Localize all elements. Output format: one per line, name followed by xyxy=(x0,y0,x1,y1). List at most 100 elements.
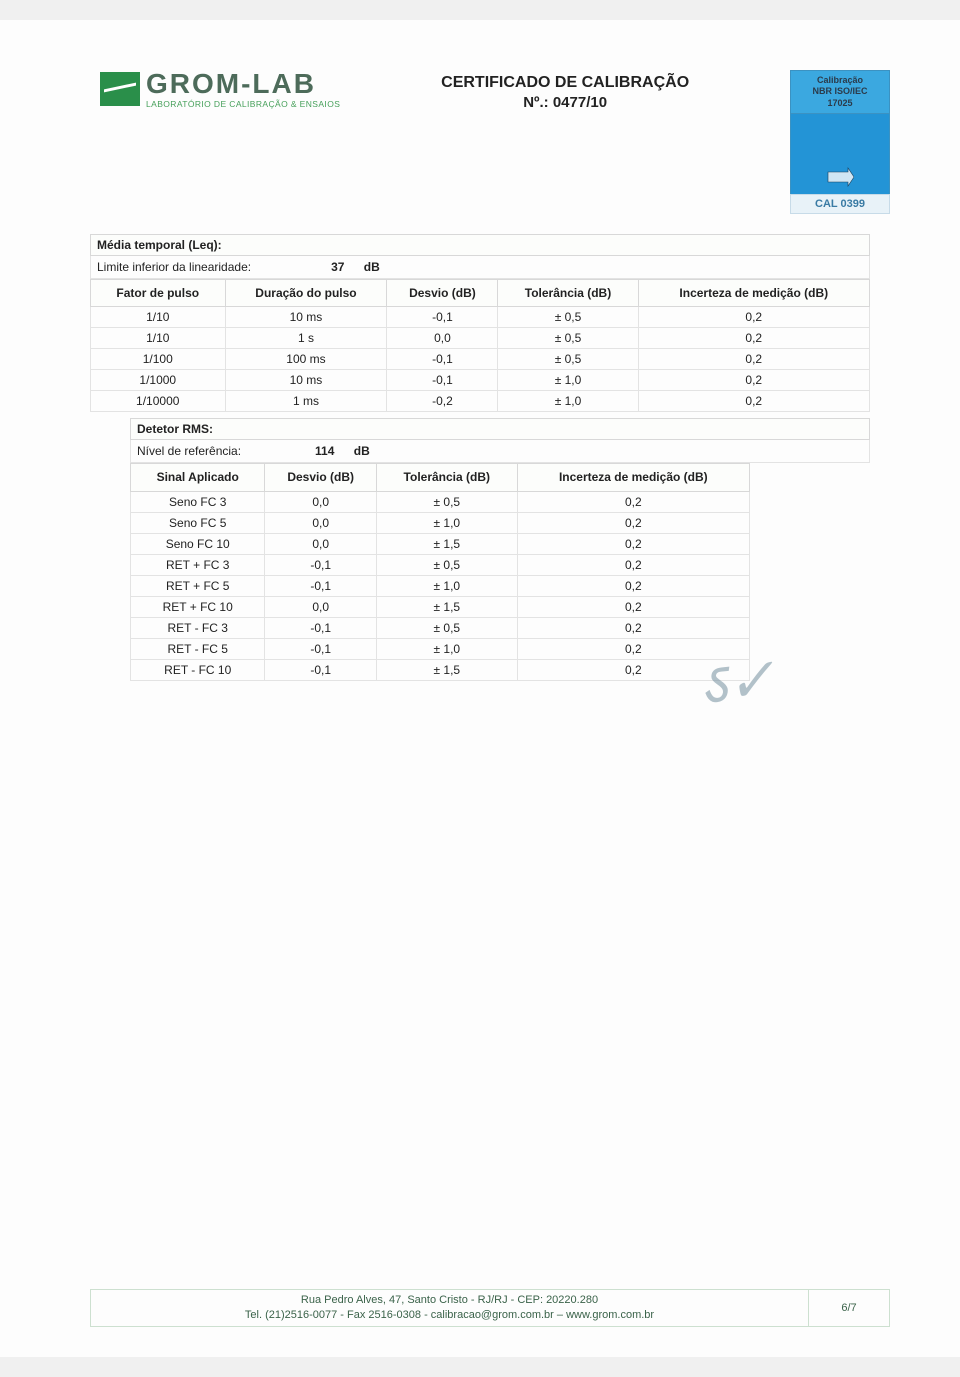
seal-arrow-icon xyxy=(826,166,854,188)
table-leq: Fator de pulsoDuração do pulsoDesvio (dB… xyxy=(90,279,870,412)
title-block: CERTIFICADO DE CALIBRAÇÃO Nº.: 0477/10 xyxy=(340,74,790,111)
table-cell: -0,1 xyxy=(387,307,498,328)
table-row: RET + FC 3-0,1± 0,50,2 xyxy=(131,554,750,575)
table-header: Tolerância (dB) xyxy=(376,464,517,491)
table-cell: 1 ms xyxy=(225,391,387,412)
table-row: RET - FC 5-0,1± 1,00,2 xyxy=(131,638,750,659)
seal-code: CAL 0399 xyxy=(790,194,890,214)
table-cell: 1/1000 xyxy=(91,370,226,391)
table-cell: -0,2 xyxy=(387,391,498,412)
table-cell: 0,0 xyxy=(387,328,498,349)
table-cell: -0,1 xyxy=(265,554,377,575)
limit-unit: dB xyxy=(364,260,380,274)
footer-address: Rua Pedro Alves, 47, Santo Cristo - RJ/R… xyxy=(91,1290,808,1326)
logo-mark-icon xyxy=(100,72,140,106)
table-cell: 0,2 xyxy=(638,391,869,412)
logo: GROM-LAB LABORATÓRIO DE CALIBRAÇÃO & ENS… xyxy=(100,70,340,109)
header: GROM-LAB LABORATÓRIO DE CALIBRAÇÃO & ENS… xyxy=(20,70,940,214)
section2-title: Detetor RMS: xyxy=(130,418,870,440)
table-header: Incerteza de medição (dB) xyxy=(517,464,749,491)
table-cell: ± 1,0 xyxy=(498,370,638,391)
table-cell: ± 1,5 xyxy=(376,659,517,680)
table-cell: Seno FC 5 xyxy=(131,512,265,533)
footer-line2: Tel. (21)2516-0077 - Fax 2516-0308 - cal… xyxy=(245,1309,654,1321)
content: Média temporal (Leq): Limite inferior da… xyxy=(90,234,870,681)
table-row: Seno FC 30,0± 0,50,2 xyxy=(131,491,750,512)
table-rms: Sinal AplicadoDesvio (dB)Tolerância (dB)… xyxy=(130,463,750,680)
table-cell: 1/100 xyxy=(91,349,226,370)
table-header: Desvio (dB) xyxy=(387,279,498,306)
table-row: 1/100001 ms-0,2± 1,00,2 xyxy=(91,391,870,412)
table-cell: 0,0 xyxy=(265,512,377,533)
table-header: Tolerância (dB) xyxy=(498,279,638,306)
table-cell: 10 ms xyxy=(225,307,387,328)
table-cell: ± 0,5 xyxy=(376,617,517,638)
table-cell: 0,2 xyxy=(517,554,749,575)
section1-title: Média temporal (Leq): xyxy=(90,234,870,256)
section2-ref: Nível de referência: 114 dB xyxy=(130,440,870,463)
table-cell: 0,0 xyxy=(265,533,377,554)
accreditation-seal: Calibração NBR ISO/IEC 17025 CAL 0399 xyxy=(790,70,890,214)
table-row: 1/100100 ms-0,1± 0,50,2 xyxy=(91,349,870,370)
table-row: 1/1010 ms-0,1± 0,50,2 xyxy=(91,307,870,328)
table-cell: 0,2 xyxy=(517,596,749,617)
table-cell: ± 0,5 xyxy=(498,349,638,370)
table-cell: -0,1 xyxy=(387,349,498,370)
table-cell: 1/10 xyxy=(91,307,226,328)
table-cell: -0,1 xyxy=(387,370,498,391)
table-row: RET + FC 100,0± 1,50,2 xyxy=(131,596,750,617)
table-cell: ± 0,5 xyxy=(376,554,517,575)
seal-top: Calibração NBR ISO/IEC 17025 xyxy=(790,70,890,114)
table-cell: 100 ms xyxy=(225,349,387,370)
table-cell: 0,2 xyxy=(638,328,869,349)
table-cell: 0,2 xyxy=(638,307,869,328)
logo-subtitle: LABORATÓRIO DE CALIBRAÇÃO & ENSAIOS xyxy=(146,100,340,109)
table-row: RET - FC 3-0,1± 0,50,2 xyxy=(131,617,750,638)
table-cell: RET - FC 3 xyxy=(131,617,265,638)
signature-mark: ऽ✓ xyxy=(695,636,779,722)
table-cell: ± 0,5 xyxy=(498,307,638,328)
logo-name: GROM-LAB xyxy=(146,70,340,98)
table-cell: 0,2 xyxy=(517,533,749,554)
table-cell: RET - FC 5 xyxy=(131,638,265,659)
table-cell: 0,2 xyxy=(517,491,749,512)
table-cell: -0,1 xyxy=(265,617,377,638)
ref-label: Nível de referência: xyxy=(137,444,241,458)
logo-text: GROM-LAB LABORATÓRIO DE CALIBRAÇÃO & ENS… xyxy=(146,70,340,109)
table-cell: RET + FC 5 xyxy=(131,575,265,596)
table-cell: ± 1,5 xyxy=(376,596,517,617)
table-cell: 0,0 xyxy=(265,491,377,512)
footer-line1: Rua Pedro Alves, 47, Santo Cristo - RJ/R… xyxy=(301,1294,598,1306)
table-header: Duração do pulso xyxy=(225,279,387,306)
table-cell: 0,2 xyxy=(638,349,869,370)
ref-value: 114 xyxy=(284,444,334,458)
table-cell: 1 s xyxy=(225,328,387,349)
table-cell: ± 1,0 xyxy=(376,512,517,533)
page: GROM-LAB LABORATÓRIO DE CALIBRAÇÃO & ENS… xyxy=(0,20,960,1357)
table-row: 1/100010 ms-0,1± 1,00,2 xyxy=(91,370,870,391)
table-row: Seno FC 100,0± 1,50,2 xyxy=(131,533,750,554)
table-cell: ± 1,0 xyxy=(498,391,638,412)
table-cell: 10 ms xyxy=(225,370,387,391)
seal-line3: 17025 xyxy=(827,98,852,108)
footer: Rua Pedro Alves, 47, Santo Cristo - RJ/R… xyxy=(90,1289,890,1327)
table-cell: Seno FC 10 xyxy=(131,533,265,554)
table-cell: ± 0,5 xyxy=(376,491,517,512)
table-header: Incerteza de medição (dB) xyxy=(638,279,869,306)
table-cell: -0,1 xyxy=(265,659,377,680)
seal-mid xyxy=(790,114,890,194)
table-cell: 0,2 xyxy=(517,512,749,533)
table-cell: ± 1,5 xyxy=(376,533,517,554)
table-row: Seno FC 50,0± 1,00,2 xyxy=(131,512,750,533)
seal-line1: Calibração xyxy=(817,75,863,85)
table-row: 1/101 s0,0± 0,50,2 xyxy=(91,328,870,349)
table-cell: RET - FC 10 xyxy=(131,659,265,680)
footer-page: 6/7 xyxy=(808,1290,889,1326)
table-cell: -0,1 xyxy=(265,575,377,596)
section1-limit: Limite inferior da linearidade: 37 dB xyxy=(90,256,870,279)
table-cell: -0,1 xyxy=(265,638,377,659)
table-cell: 0,0 xyxy=(265,596,377,617)
table-cell: ± 0,5 xyxy=(498,328,638,349)
title-number: Nº.: 0477/10 xyxy=(340,94,790,111)
ref-unit: dB xyxy=(354,444,370,458)
